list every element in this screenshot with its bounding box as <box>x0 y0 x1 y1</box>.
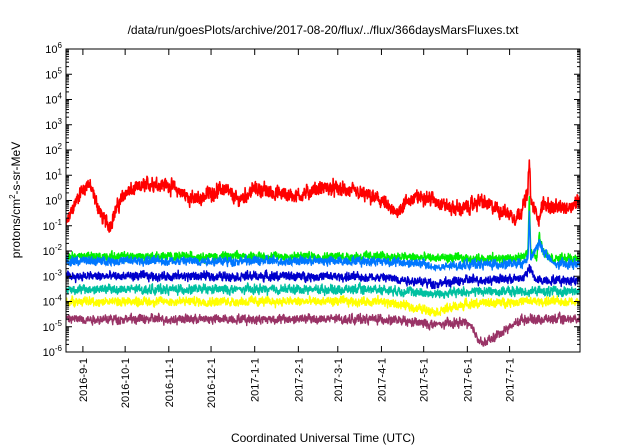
y-tick-label: 100 <box>45 193 62 208</box>
series-line <box>66 281 580 299</box>
y-tick-base: 10 <box>45 196 57 208</box>
series-line <box>66 263 580 290</box>
ticks-layer: 10-610-510-410-310-210-11001011021031041… <box>43 41 580 408</box>
y-tick-exponent: -4 <box>55 294 63 303</box>
x-tick-label: 2017-2-1 <box>293 358 305 402</box>
series-line <box>66 210 580 273</box>
x-tick-label: 2017-1-1 <box>250 358 262 402</box>
series-line <box>66 294 580 317</box>
y-tick-base: 10 <box>45 145 57 157</box>
y-tick-label: 103 <box>45 117 62 132</box>
y-axis-label-prefix: protons/cm <box>9 199 23 258</box>
x-tick-label: 2016-10-1 <box>120 358 132 408</box>
y-tick-base: 10 <box>45 120 57 132</box>
y-tick-label: 10-4 <box>43 294 63 309</box>
y-tick-base: 10 <box>43 246 55 258</box>
x-tick-label: 2016-9-1 <box>78 358 90 402</box>
y-tick-label: 10-5 <box>43 319 63 334</box>
y-tick-label: 104 <box>45 92 62 107</box>
y-tick-exponent: 2 <box>58 142 63 151</box>
y-tick-exponent: -2 <box>55 243 63 252</box>
x-tick-label: 2017-6-1 <box>462 358 474 402</box>
series-line <box>66 159 580 233</box>
y-tick-base: 10 <box>43 347 55 359</box>
y-tick-exponent: 5 <box>58 66 63 75</box>
y-tick-label: 105 <box>45 66 62 81</box>
y-tick-label: 102 <box>45 142 62 157</box>
x-tick-label: 2016-12-1 <box>206 358 218 408</box>
x-tick-label: 2017-4-1 <box>376 358 388 402</box>
y-tick-base: 10 <box>45 69 57 81</box>
series-line <box>66 261 580 281</box>
x-tick-label: 2017-3-1 <box>333 358 345 402</box>
x-axis-label: Coordinated Universal Time (UTC) <box>231 431 415 445</box>
y-tick-exponent: 4 <box>58 92 63 101</box>
y-tick-label: 10-6 <box>43 344 63 359</box>
y-tick-base: 10 <box>43 297 55 309</box>
y-tick-exponent: -1 <box>55 218 63 227</box>
y-tick-label: 101 <box>45 167 62 182</box>
y-tick-base: 10 <box>45 95 57 107</box>
plot-frame <box>65 48 581 353</box>
y-tick-exponent: 3 <box>58 117 63 126</box>
chart-title: /data/run/goesPlots/archive/2017-08-20/f… <box>128 23 520 37</box>
series-layer <box>66 159 580 347</box>
y-tick-base: 10 <box>45 44 57 56</box>
y-tick-label: 10-3 <box>43 268 63 283</box>
y-tick-base: 10 <box>43 322 55 334</box>
y-tick-exponent: 0 <box>58 193 63 202</box>
y-tick-label: 10-1 <box>43 218 63 233</box>
y-tick-base: 10 <box>45 170 57 182</box>
y-tick-exponent: 1 <box>58 167 63 176</box>
y-axis-label-superscript: 2 <box>8 194 17 199</box>
y-tick-base: 10 <box>43 271 55 283</box>
x-tick-label: 2016-11-1 <box>164 358 176 407</box>
y-tick-label: 106 <box>45 41 62 56</box>
y-axis-label-suffix: -s-sr-MeV <box>9 142 23 195</box>
y-tick-exponent: -5 <box>55 319 63 328</box>
y-tick-exponent: 6 <box>58 41 63 50</box>
y-tick-exponent: -6 <box>55 344 63 353</box>
x-tick-label: 2017-5-1 <box>419 358 431 402</box>
y-axis-label: protons/cm2-s-sr-MeV <box>8 142 23 258</box>
series-line <box>66 311 580 347</box>
x-tick-label: 2017-7-1 <box>505 358 517 402</box>
y-tick-exponent: -3 <box>55 268 63 277</box>
y-tick-base: 10 <box>43 221 55 233</box>
y-tick-label: 10-2 <box>43 243 63 258</box>
